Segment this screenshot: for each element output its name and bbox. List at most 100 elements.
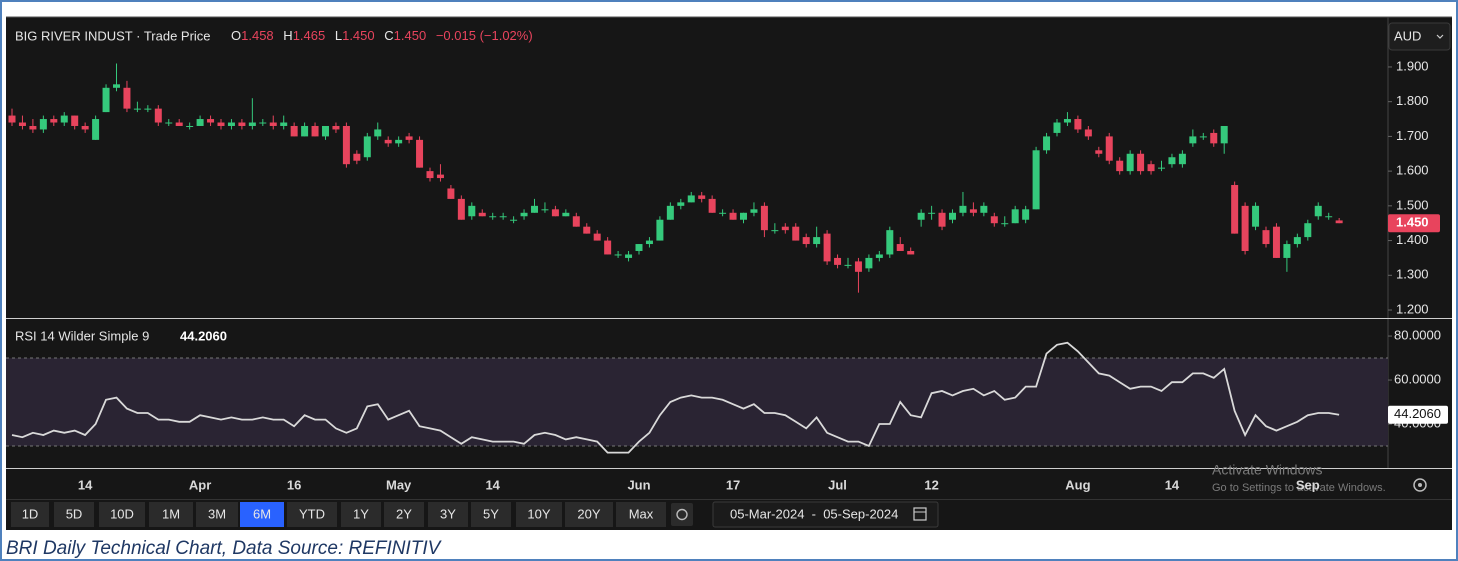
candle-body <box>1210 132 1218 144</box>
ohlc-value: 1.450 <box>342 28 375 43</box>
candle-body <box>771 230 779 232</box>
candle-body <box>1147 164 1155 172</box>
candle-body <box>165 122 173 124</box>
candle-body <box>1063 119 1071 123</box>
ohlc-key: O <box>231 28 241 43</box>
y-tick-label: 1.300 <box>1396 267 1429 282</box>
watermark-title: Activate Windows <box>1212 462 1322 478</box>
range-label[interactable]: 1M <box>162 506 180 521</box>
x-tick-label: Jul <box>828 477 847 492</box>
candle-body <box>384 139 392 144</box>
candle-body <box>604 240 612 255</box>
calendar-body[interactable] <box>913 507 927 521</box>
range-button[interactable] <box>565 502 613 527</box>
range-label[interactable]: 6M <box>253 506 271 521</box>
candle-body <box>1252 205 1260 227</box>
candle-body <box>1022 209 1030 220</box>
range-label[interactable]: 3M <box>208 506 226 521</box>
x-tick-label: 14 <box>485 477 500 492</box>
dropdown-chevron[interactable] <box>1436 34 1444 39</box>
toolbar-settings[interactable] <box>671 503 693 526</box>
candle-body <box>133 108 141 110</box>
x-tick-label: 12 <box>924 477 938 492</box>
candle-body <box>322 125 329 137</box>
candle-body <box>907 250 915 255</box>
x-tick-label: Aug <box>1065 477 1090 492</box>
date-range[interactable]: 05-Mar-2024 - 05-Sep-2024 <box>730 506 898 521</box>
gear[interactable] <box>1413 478 1427 492</box>
candle-body <box>865 257 873 269</box>
candle-body <box>520 212 528 217</box>
range-button[interactable] <box>471 502 511 527</box>
candle-body <box>1178 153 1186 165</box>
range-label[interactable]: 3Y <box>440 506 456 521</box>
range-button[interactable] <box>428 502 468 527</box>
candle-body <box>510 219 518 221</box>
range-label[interactable]: 1Y <box>353 506 369 521</box>
candle-body <box>531 205 538 213</box>
range-label[interactable]: 10D <box>110 506 134 521</box>
candle-body <box>969 209 977 213</box>
range-button[interactable] <box>240 502 284 527</box>
price-title: BIG RIVER INDUST · Trade Price <box>15 28 211 43</box>
settings-icon[interactable] <box>1413 478 1427 492</box>
calendar-icon[interactable] <box>913 507 927 521</box>
candle-body <box>175 122 183 126</box>
candle-body <box>290 125 298 137</box>
x-tick-label: 14 <box>1165 477 1180 492</box>
candle-body <box>123 87 131 109</box>
x-tick-label: Sep <box>1296 477 1320 492</box>
currency-dropdown[interactable] <box>1388 22 1451 51</box>
candle-body <box>1189 136 1197 144</box>
candle-body <box>102 87 110 113</box>
range-label[interactable]: 10Y <box>527 506 550 521</box>
range-label[interactable]: 5Y <box>483 506 499 521</box>
candle-body <box>353 153 361 161</box>
candle-body <box>478 212 486 217</box>
candle-body <box>92 119 100 140</box>
candle-body <box>238 122 246 126</box>
currency[interactable]: AUD <box>1394 28 1421 43</box>
range-button[interactable] <box>516 502 562 527</box>
range-button[interactable] <box>341 502 381 527</box>
y-tick-label: 1.500 <box>1396 197 1429 212</box>
rsi-line <box>11 341 1340 454</box>
range-label[interactable]: Max <box>629 506 654 521</box>
last-price-label: 1.450 <box>1396 215 1429 230</box>
range-button[interactable] <box>384 502 424 527</box>
candle-body <box>677 202 685 206</box>
candle-body <box>1231 185 1239 234</box>
candle-body <box>1304 223 1312 238</box>
range-button[interactable] <box>54 502 94 527</box>
range-button[interactable] <box>99 502 145 527</box>
ohlc-key: L <box>335 28 342 43</box>
candle-body <box>18 122 26 126</box>
candle-body <box>60 115 68 123</box>
candle-body <box>813 237 821 245</box>
range-label[interactable]: 1D <box>22 506 39 521</box>
rsi-last-box <box>1388 405 1448 424</box>
range-button[interactable] <box>149 502 193 527</box>
range-label[interactable]: 5D <box>66 506 83 521</box>
candle-body <box>395 139 403 144</box>
gear-hub[interactable] <box>1418 483 1422 487</box>
y-tick-label: 1.800 <box>1396 93 1429 108</box>
range-label[interactable]: 2Y <box>396 506 412 521</box>
range-button[interactable] <box>196 502 238 527</box>
candle-body <box>447 188 455 199</box>
date-range-box[interactable] <box>712 501 939 528</box>
gear[interactable] <box>676 508 688 521</box>
candle-body <box>740 212 747 220</box>
range-button[interactable] <box>11 502 49 527</box>
candle-body <box>457 198 465 220</box>
candle-body <box>583 226 591 234</box>
candle-body <box>666 205 674 220</box>
caption: BRI Daily Technical Chart, Data Source: … <box>6 538 443 559</box>
candle-body <box>1158 167 1165 169</box>
range-button[interactable] <box>616 502 666 527</box>
range-label[interactable]: 20Y <box>577 506 600 521</box>
range-label[interactable]: YTD <box>299 506 325 521</box>
range-button[interactable] <box>287 502 337 527</box>
